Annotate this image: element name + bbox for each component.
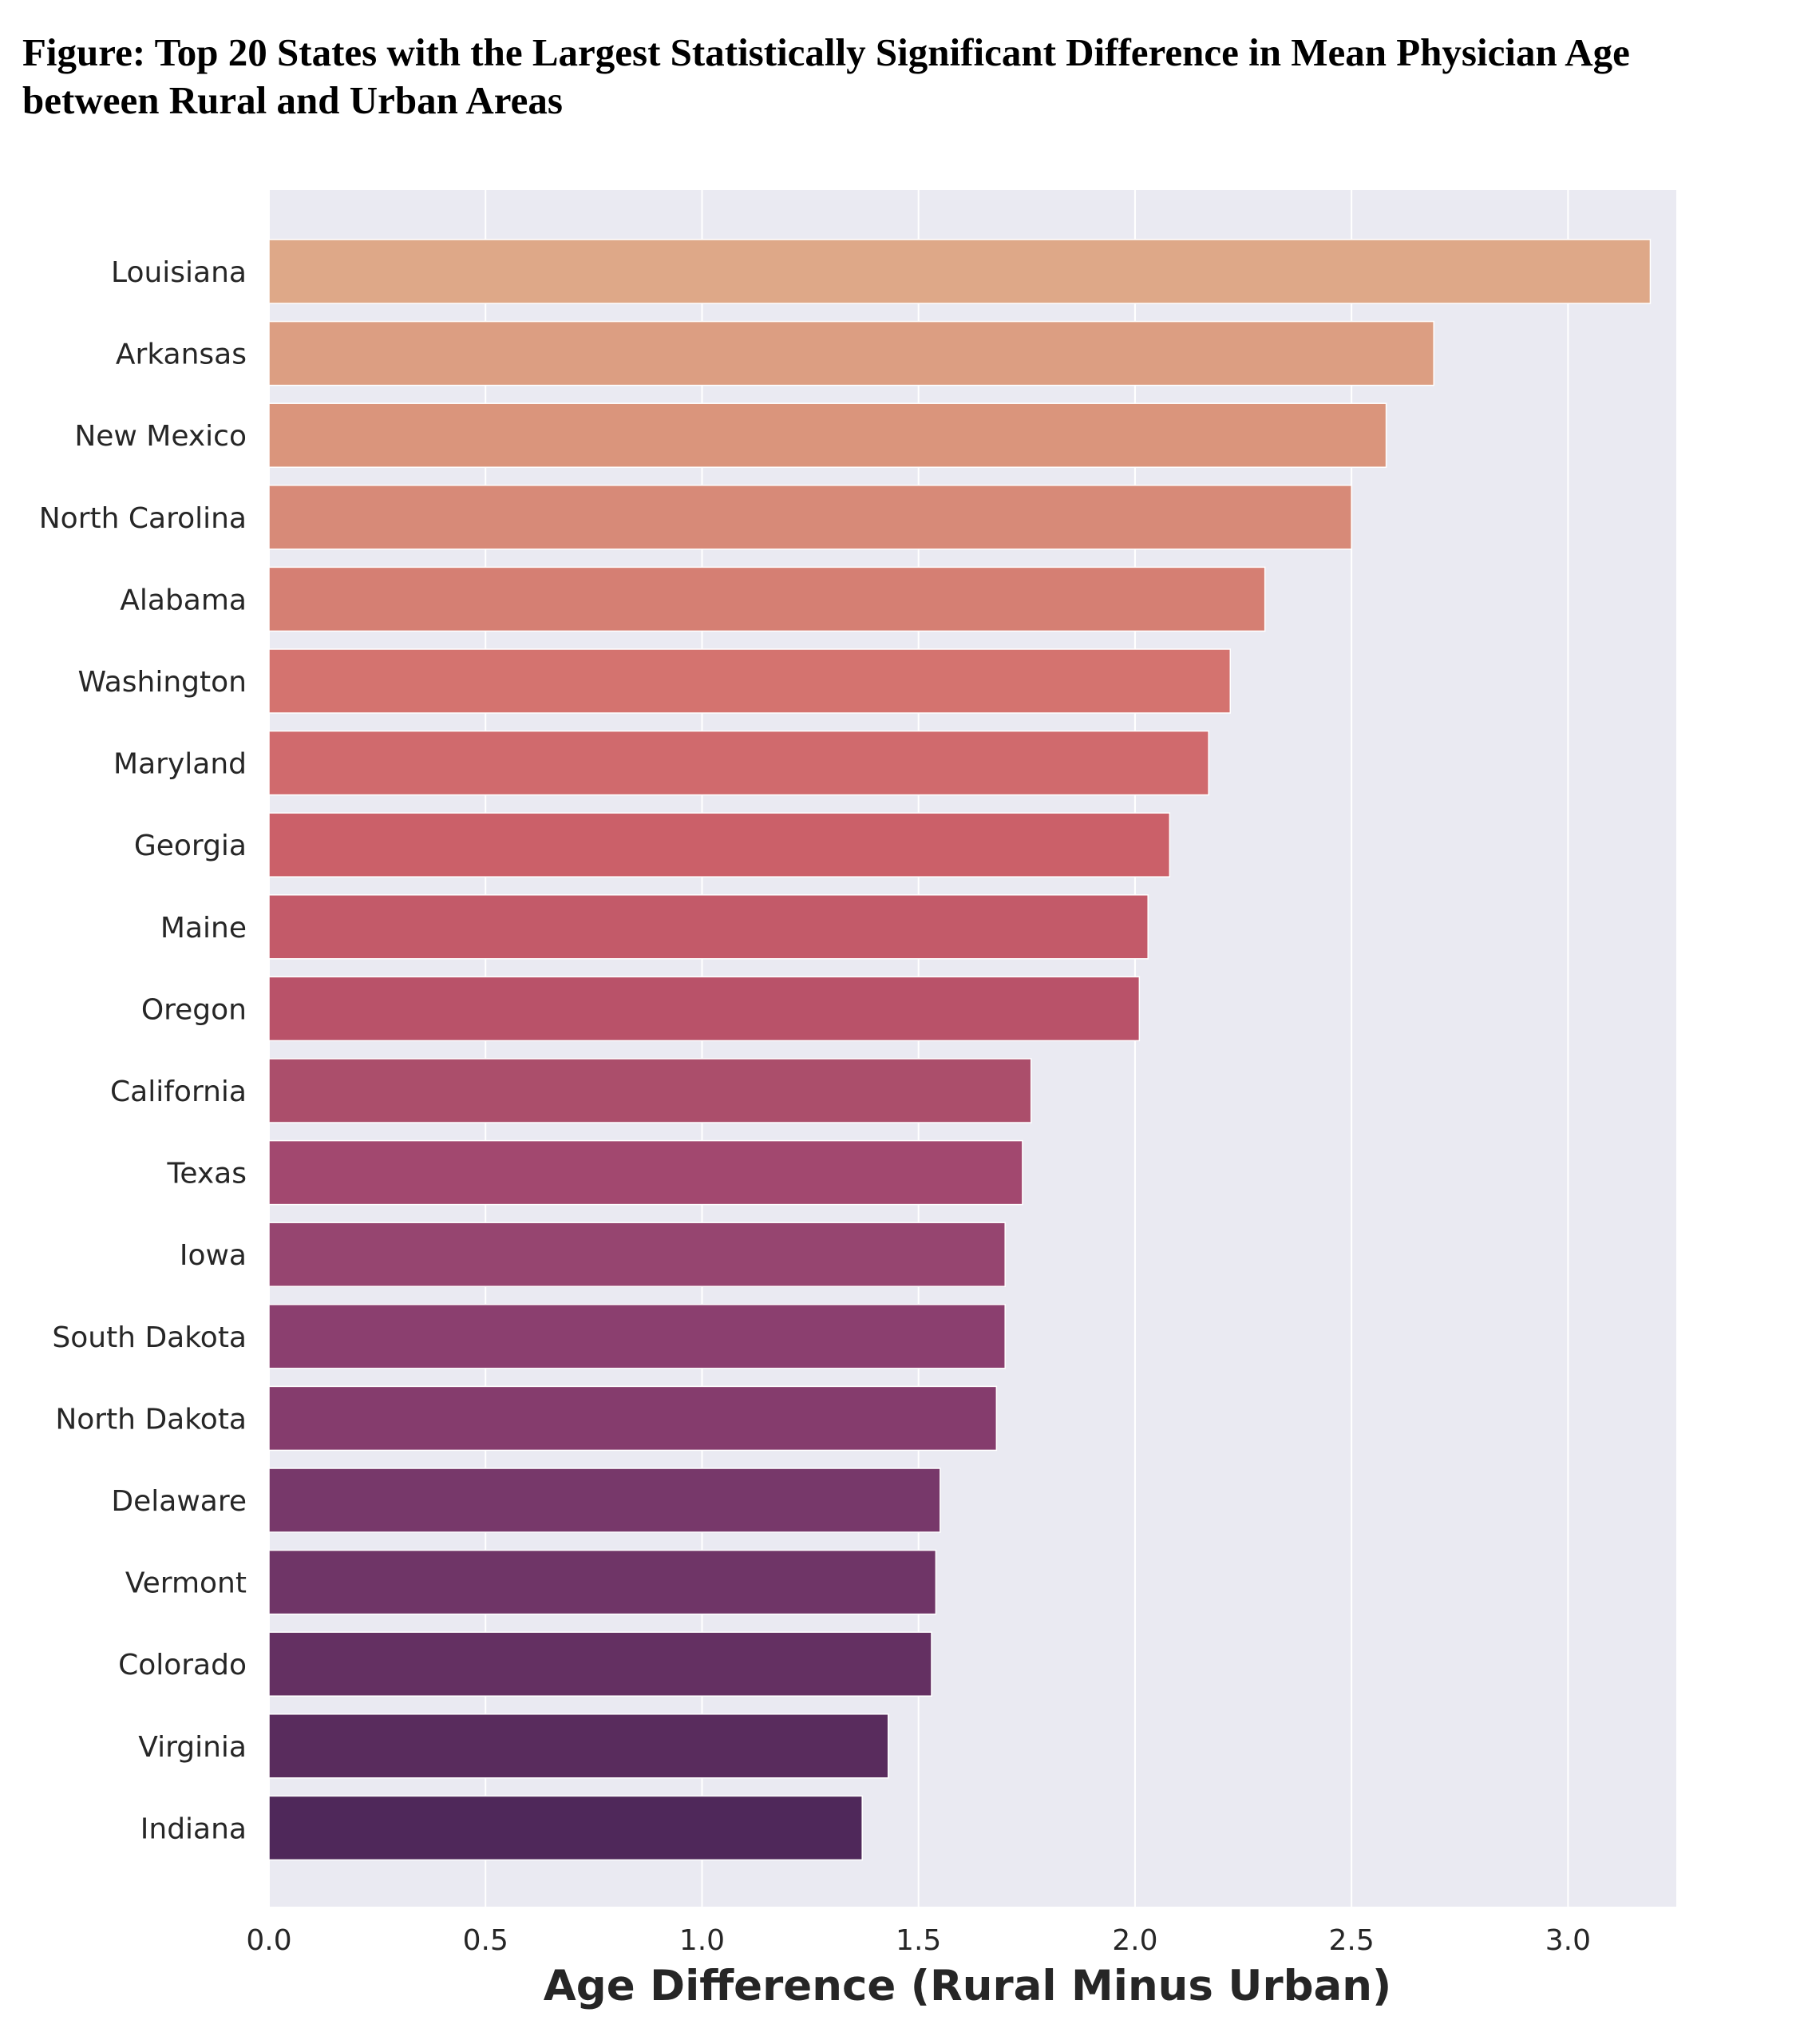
figure-title: Figure: Top 20 States with the Largest S… (22, 30, 1630, 122)
y-tick-label: North Carolina (39, 502, 247, 535)
bar-north-carolina (268, 485, 1352, 550)
y-tick-label: California (110, 1075, 247, 1108)
y-tick-label: Colorado (118, 1649, 247, 1682)
bar-delaware (268, 1468, 941, 1533)
bar-maine (268, 894, 1149, 960)
bar-north-dakota (268, 1385, 998, 1452)
bar-arkansas (268, 320, 1434, 386)
y-tick-label: South Dakota (52, 1321, 247, 1354)
grid-lines (268, 190, 1569, 1907)
y-tick-label: Georgia (134, 830, 247, 862)
y-tick-label: North Dakota (55, 1403, 247, 1436)
bar-washington (268, 648, 1232, 714)
bar-california (268, 1058, 1032, 1123)
y-tick-labels: Louisiana Arkansas New Mexico North Carolin… (39, 256, 247, 1845)
y-tick-label: Oregon (141, 993, 247, 1026)
bar-virginia (268, 1713, 889, 1779)
plot-area (269, 190, 1676, 1907)
x-tick-label: 0.5 (463, 1924, 508, 1957)
y-tick-label: Louisiana (111, 256, 247, 289)
y-tick-label: Arkansas (116, 339, 247, 371)
bar-iowa (268, 1222, 1006, 1287)
bars (268, 239, 1652, 1861)
y-tick-label: Iowa (180, 1239, 247, 1272)
bar-texas (268, 1139, 1023, 1206)
x-tick-label: 0.0 (246, 1924, 291, 1957)
y-tick-label: Delaware (111, 1485, 247, 1518)
y-tick-label: Maine (160, 912, 247, 945)
y-tick-label: Virginia (138, 1731, 247, 1764)
x-tick-label: 3.0 (1545, 1924, 1591, 1957)
y-tick-label: Texas (166, 1158, 247, 1190)
x-tick-label: 2.5 (1329, 1924, 1375, 1957)
bar-vermont (268, 1549, 937, 1615)
y-tick-label: Maryland (113, 748, 247, 781)
y-tick-label: New Mexico (74, 420, 247, 453)
x-tick-label: 1.5 (896, 1924, 941, 1957)
x-axis-label: Age Difference (Rural Minus Urban) (544, 1962, 1392, 2010)
bar-alabama (268, 566, 1266, 632)
x-tick-label: 2.0 (1112, 1924, 1157, 1957)
x-tick-labels: 0.0 0.5 1.0 1.5 2.0 2.5 3.0 (246, 1924, 1591, 1957)
bar-colorado (268, 1631, 932, 1697)
bar-oregon (268, 976, 1141, 1042)
bar-georgia (268, 812, 1171, 877)
bar-indiana (268, 1795, 863, 1861)
y-tick-label: Vermont (125, 1567, 247, 1600)
y-tick-label: Indiana (140, 1812, 247, 1845)
bar-south-dakota (268, 1304, 1006, 1369)
bar-maryland (268, 730, 1209, 796)
y-tick-label: Washington (77, 666, 247, 699)
bar-louisiana (268, 239, 1652, 304)
bar-new-mexico (268, 402, 1387, 468)
x-tick-label: 1.0 (679, 1924, 725, 1957)
y-tick-label: Alabama (120, 584, 247, 616)
